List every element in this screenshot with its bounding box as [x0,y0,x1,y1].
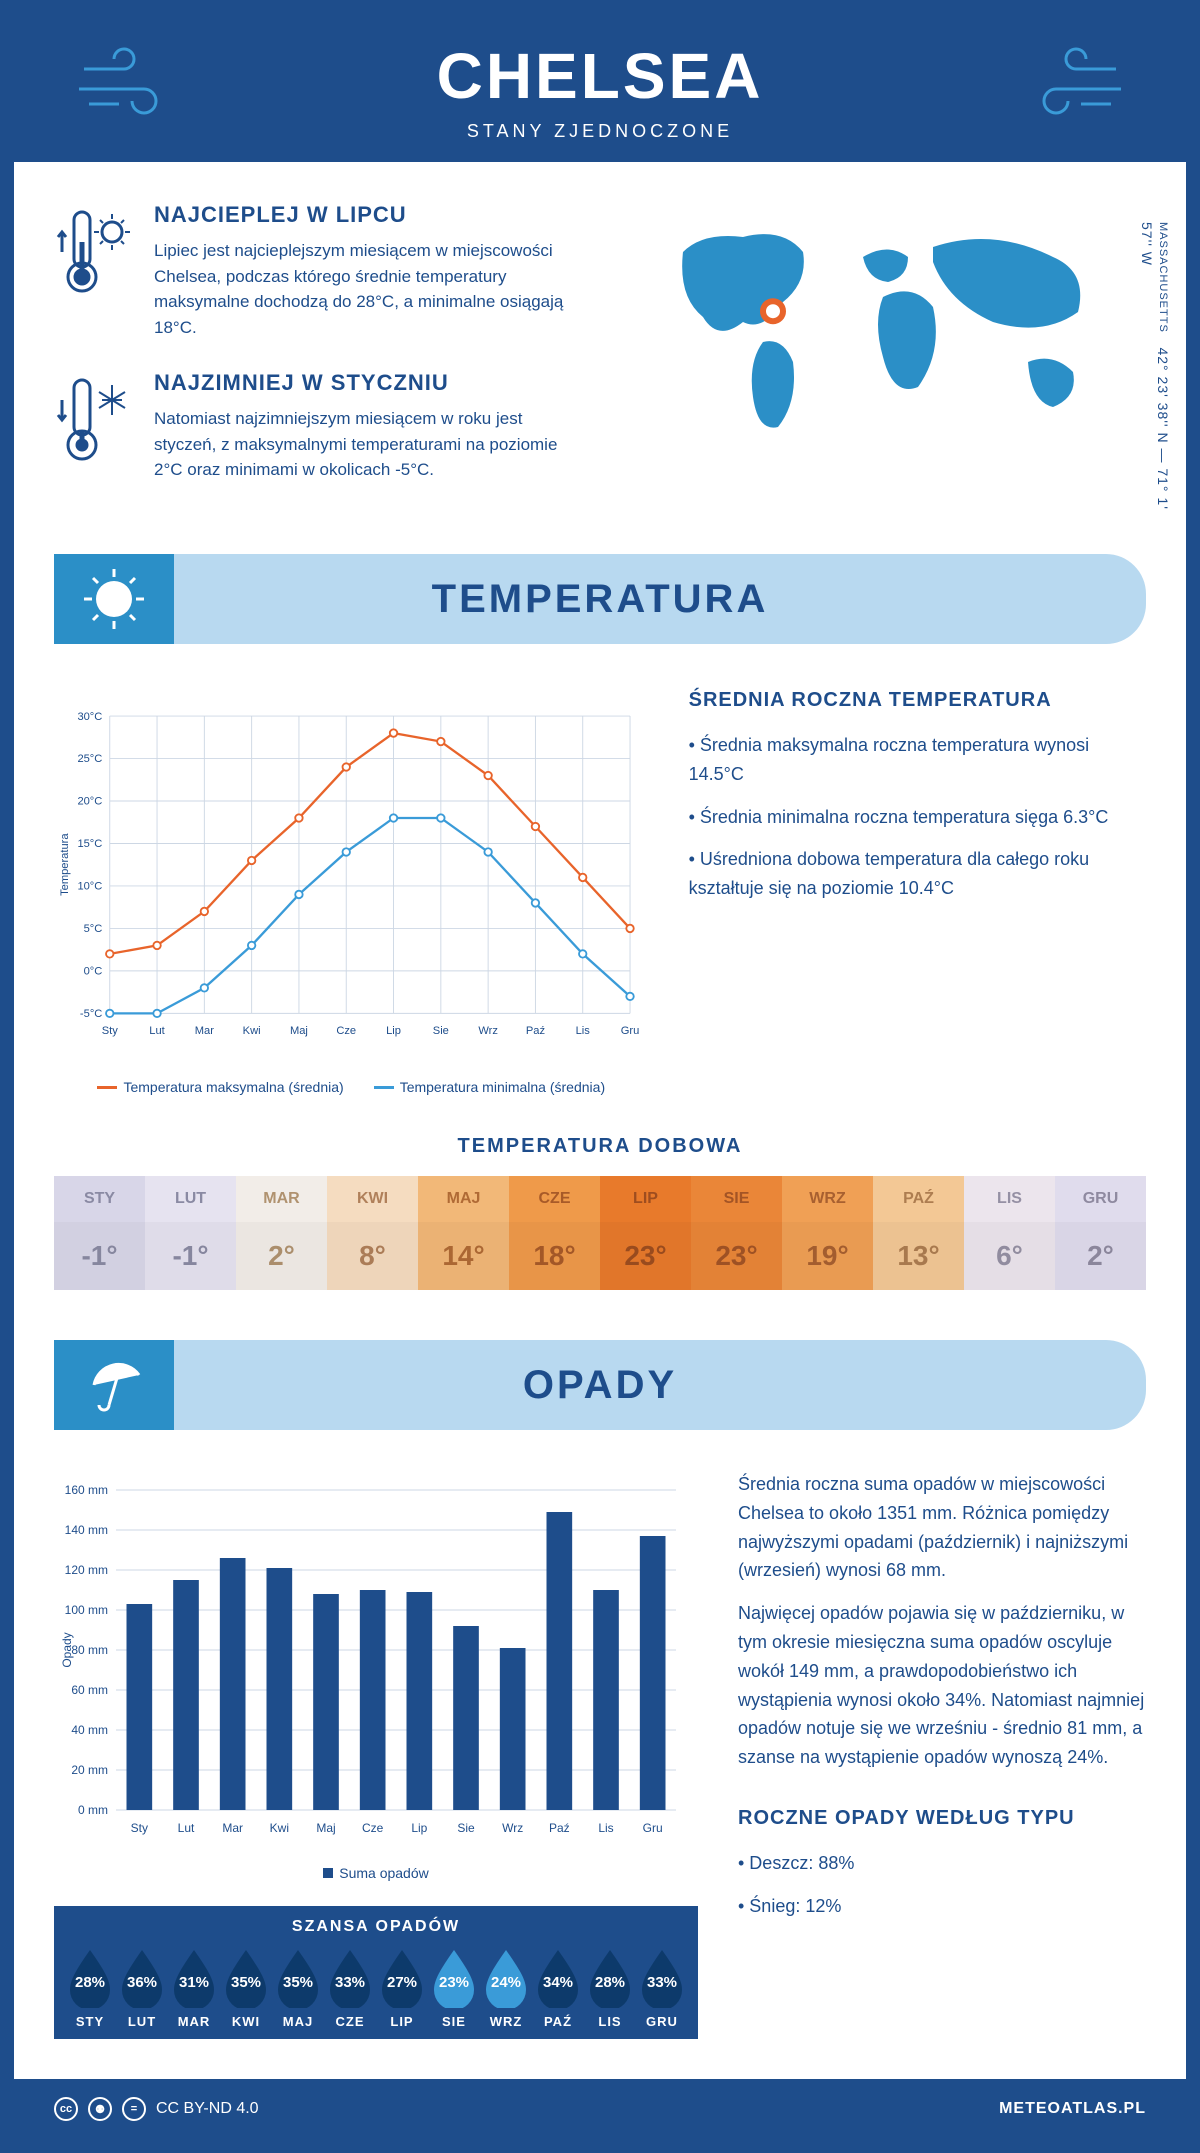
license: cc ⚉ = CC BY-ND 4.0 [54,2097,259,2121]
svg-text:20°C: 20°C [77,796,102,808]
svg-text:Sie: Sie [433,1025,449,1037]
svg-text:25°C: 25°C [77,753,102,765]
world-map [620,202,1146,462]
svg-text:Mar: Mar [195,1025,214,1037]
wind-icon [1026,44,1126,138]
cc-icon: cc [54,2097,78,2121]
precipitation-title: OPADY [523,1363,677,1408]
svg-text:Kwi: Kwi [243,1025,261,1037]
temperature-title: TEMPERATURA [432,577,769,622]
city-title: CHELSEA [14,39,1186,113]
coldest-block: NAJZIMNIEJ W STYCZNIU Natomiast najzimni… [54,370,580,484]
daily-temp-heading: TEMPERATURA DOBOWA [54,1135,1146,1158]
svg-text:Mar: Mar [222,1821,243,1835]
svg-text:15°C: 15°C [77,838,102,850]
warmest-block: NAJCIEPLEJ W LIPCU Lipiec jest najcieple… [54,202,580,340]
svg-text:Lut: Lut [178,1821,195,1835]
intro-section: NAJCIEPLEJ W LIPCU Lipiec jest najcieple… [54,202,1146,514]
coldest-heading: NAJZIMNIEJ W STYCZNIU [154,370,580,396]
warmest-text: Lipiec jest najcieplejszym miesiącem w m… [154,238,580,340]
svg-text:Gru: Gru [643,1821,663,1835]
svg-text:Paź: Paź [526,1025,546,1037]
svg-text:Lis: Lis [576,1025,591,1037]
svg-text:Lip: Lip [386,1025,401,1037]
temperature-line-chart: -5°C 0°C 5°C 10°C 15°C 20°C 25°C 30°C Sty Lut Mar K… [54,684,649,1064]
wind-icon [74,44,174,138]
warmest-heading: NAJCIEPLEJ W LIPCU [154,202,580,228]
footer: cc ⚉ = CC BY-ND 4.0 METEOATLAS.PL [14,2079,1186,2139]
coordinates: MASSACHUSETTS 42° 23' 38'' N — 71° 1' 57… [1139,222,1171,514]
svg-text:Cze: Cze [336,1025,356,1037]
svg-text:Wrz: Wrz [502,1821,523,1835]
svg-text:-5°C: -5°C [80,1008,102,1020]
precipitation-bar-chart: 0 mm 20 mm 40 mm 60 mm 80 mm 100 mm 120 mm 140 … [54,1470,698,1850]
precipitation-legend: Suma opadów [54,1865,698,1881]
svg-text:Temperatura: Temperatura [59,833,71,896]
svg-text:100 mm: 100 mm [65,1603,108,1617]
temperature-legend: Temperatura maksymalna (średnia) Tempera… [54,1079,649,1095]
thermometer-cold-icon [54,370,134,484]
svg-text:Cze: Cze [362,1821,384,1835]
svg-text:Kwi: Kwi [270,1821,289,1835]
svg-text:40 mm: 40 mm [71,1723,108,1737]
svg-text:120 mm: 120 mm [65,1563,108,1577]
temperature-section-header: TEMPERATURA [54,554,1146,644]
svg-text:30°C: 30°C [77,711,102,723]
svg-text:Sty: Sty [131,1821,148,1835]
svg-text:Maj: Maj [290,1025,308,1037]
precipitation-chance-box: SZANSA OPADÓW 28%STY36%LUT31%MAR35%KWI35… [54,1906,698,2039]
svg-text:20 mm: 20 mm [71,1763,108,1777]
svg-text:0 mm: 0 mm [78,1803,108,1817]
daily-temperature-table: STY-1°LUT-1°MAR2°KWI8°MAJ14°CZE18°LIP23°… [54,1176,1146,1290]
temperature-summary: ŚREDNIA ROCZNA TEMPERATURA • Średnia mak… [689,684,1146,1095]
sun-icon [54,554,174,644]
svg-text:Opady: Opady [60,1632,74,1667]
svg-text:60 mm: 60 mm [71,1683,108,1697]
svg-text:Gru: Gru [621,1025,640,1037]
svg-text:Sty: Sty [102,1025,119,1037]
precipitation-summary: Średnia roczna suma opadów w miejscowośc… [738,1470,1146,2039]
svg-text:Maj: Maj [316,1821,335,1835]
header: CHELSEA STANY ZJEDNOCZONE [14,14,1186,162]
site-name: METEOATLAS.PL [999,2100,1146,2118]
svg-text:Wrz: Wrz [478,1025,498,1037]
svg-text:160 mm: 160 mm [65,1483,108,1497]
svg-text:0°C: 0°C [84,966,103,978]
svg-text:Lut: Lut [149,1025,165,1037]
svg-text:Paź: Paź [549,1821,570,1835]
infographic-container: CHELSEA STANY ZJEDNOCZONE NAJCIEPLEJ W L… [0,0,1200,2153]
svg-text:Lip: Lip [411,1821,427,1835]
precipitation-section-header: OPADY [54,1340,1146,1430]
svg-text:80 mm: 80 mm [71,1643,108,1657]
umbrella-icon [54,1340,174,1430]
coldest-text: Natomiast najzimniejszym miesiącem w rok… [154,406,580,483]
nd-icon: = [122,2097,146,2121]
svg-text:5°C: 5°C [84,923,103,935]
svg-text:140 mm: 140 mm [65,1523,108,1537]
svg-text:Sie: Sie [457,1821,475,1835]
svg-text:10°C: 10°C [77,881,102,893]
thermometer-hot-icon [54,202,134,340]
by-icon: ⚉ [88,2097,112,2121]
svg-text:Lis: Lis [598,1821,613,1835]
country-subtitle: STANY ZJEDNOCZONE [14,121,1186,142]
